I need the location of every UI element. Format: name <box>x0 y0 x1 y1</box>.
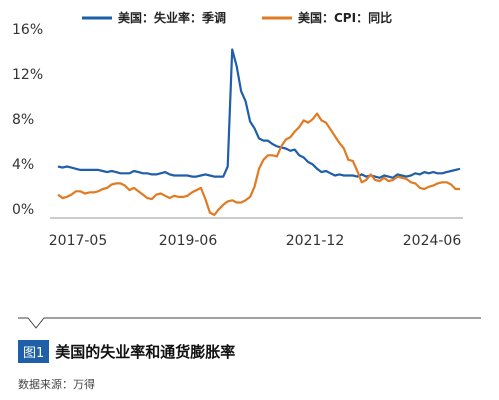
x-tick-label: 2019-06 <box>159 233 218 249</box>
legend-label: 美国：CPI：同比 <box>298 10 392 25</box>
y-tick-label: 4% <box>12 157 34 173</box>
y-tick-label: 12% <box>12 67 43 83</box>
series-line-1 <box>57 112 460 216</box>
x-tick-label: 2024-06 <box>403 233 462 249</box>
series-line-0 <box>57 48 461 179</box>
y-tick-label: 16% <box>12 22 43 38</box>
y-tick-label: 8% <box>12 112 34 128</box>
caption-divider <box>18 317 481 329</box>
x-axis-tick-labels: 2017-05 2019-06 2021-12 2024-06 <box>49 233 462 249</box>
y-tick-label: 0% <box>12 202 34 218</box>
figure-title: 美国的失业率和通货膨胀率 <box>55 343 236 361</box>
chart: 美国：失业率：季调 美国：CPI：同比 0%4%8%12%16% 2017-05 2… <box>12 10 481 329</box>
data-source: 数据来源：万得 <box>18 378 95 391</box>
x-tick-label: 2017-05 <box>49 233 108 249</box>
legend-label: 美国：失业率：季调 <box>118 10 226 25</box>
y-axis-tick-labels: 0% 4% 8% 12% 16% <box>12 22 43 218</box>
x-tick-label: 2021-12 <box>286 233 345 249</box>
figure-caption: 图1 美国的失业率和通货膨胀率 <box>18 340 235 363</box>
plot-area <box>57 48 461 216</box>
legend: 美国：失业率：季调 美国：CPI：同比 <box>82 10 392 25</box>
figure-label: 图1 <box>18 340 50 363</box>
